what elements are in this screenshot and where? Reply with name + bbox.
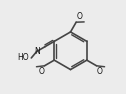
Text: O: O bbox=[77, 12, 83, 21]
Text: N: N bbox=[34, 47, 40, 56]
Text: O: O bbox=[97, 67, 103, 76]
Text: O: O bbox=[38, 67, 44, 76]
Text: HO: HO bbox=[17, 53, 29, 62]
